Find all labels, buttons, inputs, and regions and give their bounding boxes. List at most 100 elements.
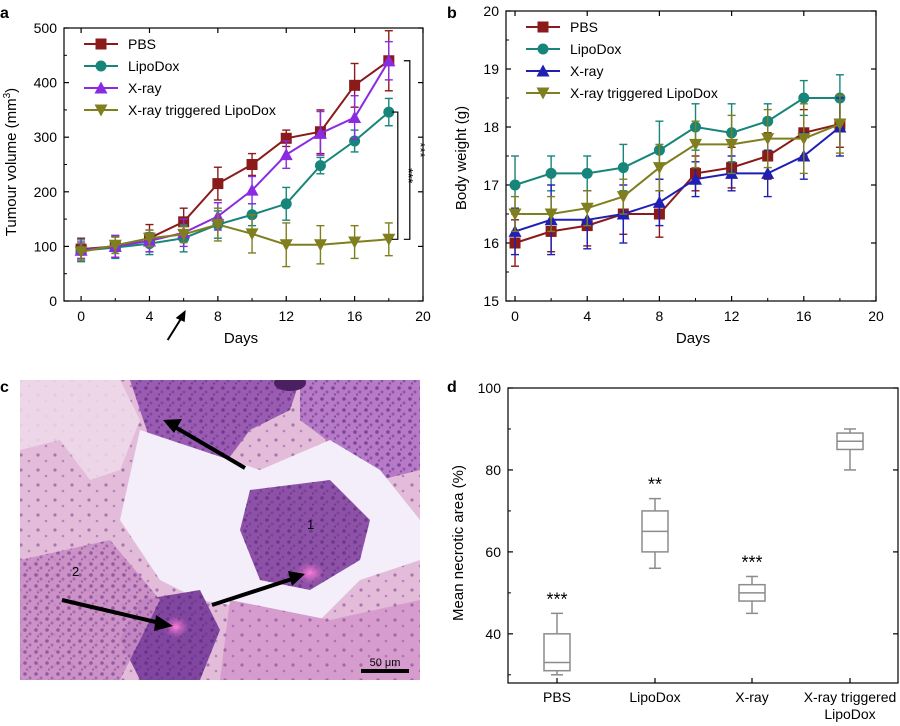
tumour-volume-chart: Tumour volume (mm3) Days 0 4 8 12 16 20010020…: [2, 20, 431, 347]
pink-spot: [296, 562, 324, 584]
series-x-ray-triggered-lipodox: [74, 207, 396, 268]
histology-image: 1 2 50 μm: [20, 380, 420, 680]
data-point: [581, 167, 593, 179]
legend-marker: [536, 64, 550, 77]
significance-label: ***: [741, 552, 762, 572]
series-line: [515, 123, 841, 215]
y-tick-label: 20: [483, 3, 499, 19]
data-point: [349, 79, 361, 91]
data-point: [508, 208, 522, 221]
x-tick-label: 16: [347, 308, 363, 324]
series-line: [80, 111, 390, 252]
y-tick-label: 19: [483, 61, 499, 77]
legend-marker: [95, 60, 107, 72]
tissue-clear-region: [20, 380, 140, 480]
arrow-line: [61, 598, 161, 625]
series-pbs: [509, 100, 846, 267]
body-weight-chart: Body weight (g) Days 0 4 8 12 16 20 15 16 17 18 19…: [453, 3, 884, 347]
legend-marker: [536, 87, 550, 100]
data-point: [245, 228, 259, 241]
data-point: [314, 160, 326, 172]
panel-label-b: b: [447, 5, 457, 22]
histology-arrows: [61, 419, 305, 631]
data-point: [280, 198, 292, 210]
panel-label-d: d: [447, 379, 457, 396]
y-axis-label: Body weight (g): [453, 106, 470, 210]
plot-frame: [505, 10, 877, 302]
data-point: [142, 232, 156, 245]
x-tick-label: 12: [724, 308, 740, 324]
arrowhead: [154, 615, 173, 631]
data-point: [797, 133, 811, 146]
series-x-ray: [74, 40, 396, 260]
data-point: [761, 133, 775, 146]
box-x-ray: ***: [738, 552, 766, 615]
data-point: [689, 138, 703, 151]
data-point: [545, 167, 557, 179]
x-tick-label: 12: [278, 308, 294, 324]
x-tick-label: 20: [868, 308, 884, 324]
series-line: [514, 126, 841, 233]
necrotic-area-boxplot: Mean necrotic area (%) 40 60 80 100 *** PBS **…: [450, 380, 899, 722]
data-point: [383, 106, 395, 118]
y-tick-label: 100: [478, 380, 502, 396]
legend-label: LipoDox: [570, 41, 621, 57]
legend-label: X-ray triggered LipoDox: [570, 85, 718, 101]
tissue-pink-cells: [20, 540, 160, 680]
data-point: [212, 178, 224, 190]
box-pbs: ***: [543, 589, 571, 676]
significance-bracket: [403, 60, 411, 240]
data-point: [348, 236, 362, 249]
x-tick-label: X-ray triggered: [804, 689, 897, 705]
series-pbs: [75, 30, 395, 261]
legend-label: PBS: [128, 36, 156, 52]
legend-marker: [537, 43, 549, 55]
x-tick-label: 0: [511, 308, 519, 324]
data-point: [74, 246, 88, 259]
x-axis-label: Days: [224, 330, 258, 347]
data-point: [761, 166, 775, 179]
x-tick-label: 4: [146, 308, 154, 324]
legend-label: X-ray triggered LipoDox: [128, 102, 276, 118]
tissue-purple-cells: [300, 380, 420, 480]
scale-bar: [361, 669, 409, 673]
data-point: [313, 126, 327, 139]
significance-label: ***: [546, 589, 567, 609]
data-point: [382, 54, 396, 67]
legend-label: X-ray: [128, 80, 161, 96]
box-lipodox: **: [641, 475, 669, 570]
x-tick-label: X-ray: [735, 689, 768, 705]
data-point: [279, 239, 293, 252]
x-tick-label: 8: [656, 308, 664, 324]
x-tick-label: 16: [796, 308, 812, 324]
series-lipodox: [75, 97, 395, 263]
legend-marker: [94, 81, 108, 94]
y-axis-label: Tumour volume (mm3): [2, 88, 20, 236]
x-tick-label: LipoDox: [629, 689, 680, 705]
data-point: [617, 162, 629, 174]
y-tick-label: 15: [483, 293, 499, 309]
arrowhead: [163, 419, 182, 433]
data-point: [509, 179, 521, 191]
region-label-2: 2: [72, 564, 79, 579]
y-tick-label: 16: [483, 235, 499, 251]
data-point: [652, 162, 666, 175]
panel-label-a: a: [0, 5, 9, 22]
series-line: [514, 123, 841, 244]
series-line: [80, 60, 390, 252]
arrow-line: [173, 425, 247, 470]
x-tick-label: PBS: [543, 689, 571, 705]
data-point: [544, 208, 558, 221]
series-line: [514, 97, 840, 186]
x-axis-label: Days: [676, 330, 710, 347]
x-tick-label: 20: [415, 308, 431, 324]
y-tick-label: 100: [34, 238, 58, 254]
significance-label: ***: [413, 142, 428, 157]
plot-frame: [63, 27, 424, 302]
data-point: [652, 195, 666, 208]
legend: PBS LipoDox X-ray X-ray triggered LipoDox: [84, 36, 276, 118]
legend-label: X-ray: [570, 63, 603, 79]
significance-label: ***: [401, 168, 416, 183]
data-point: [108, 239, 122, 252]
box-x-ray-triggered-lipodox: [836, 428, 864, 471]
